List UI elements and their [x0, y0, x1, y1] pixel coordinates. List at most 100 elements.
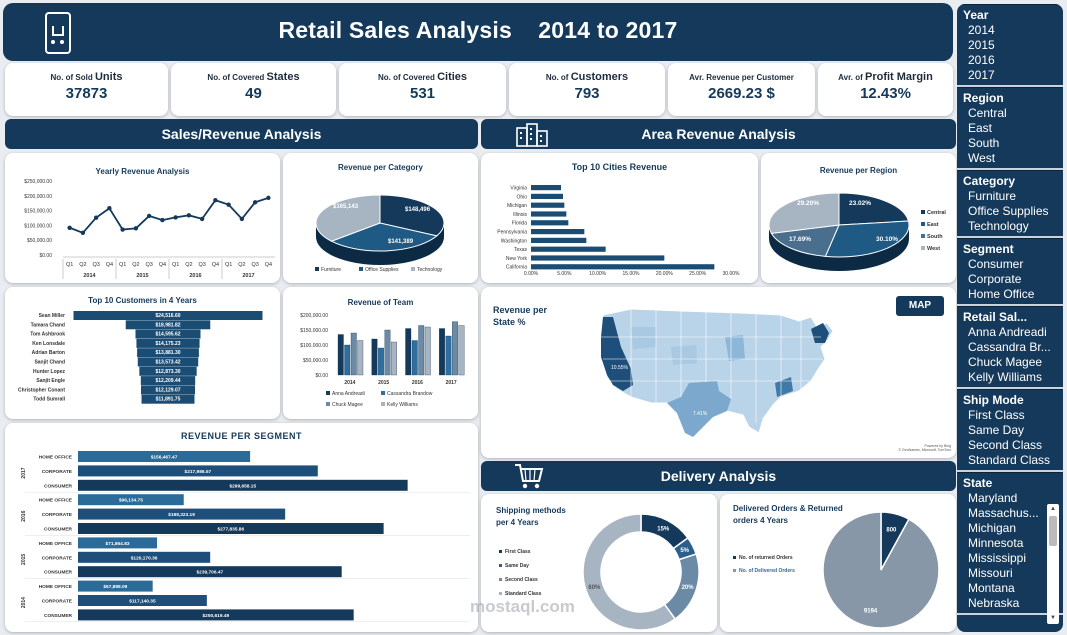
pie-slice — [315, 194, 381, 242]
map-label-california: 10.55% — [611, 365, 629, 371]
x-tick-label: 10.00% — [589, 271, 607, 277]
kpi-card-4: Avr. Revenue per Customer 2669.23 $ — [668, 63, 815, 116]
y-tick-label: $200,000.00 — [300, 313, 328, 319]
segment-data-label: $250,619.49 — [202, 613, 229, 619]
slicer-item[interactable]: West — [968, 151, 996, 165]
legend-entry: Chuck Magee — [332, 402, 363, 408]
legend-entry: Kelly Williams — [387, 402, 418, 408]
customer-name-label: Hunter Lopez — [33, 369, 65, 375]
slicer-item[interactable]: Cassandra Br... — [968, 340, 1051, 354]
customer-name-label: Tamara Chand — [31, 322, 65, 328]
city-bar — [531, 255, 665, 261]
year-label: 2015 — [136, 273, 148, 279]
state-slicer-scrollbar[interactable]: ▲ ▼ — [1047, 504, 1059, 624]
revenue-point — [107, 206, 112, 211]
slicer-item[interactable]: Anna Andreadi — [968, 325, 1047, 339]
customer-data-label: $18,981.82 — [155, 322, 180, 328]
slicer-item[interactable]: Central — [968, 106, 1007, 120]
year-label: 2016 — [189, 273, 201, 279]
page-title: Retail Sales Analysis 2014 to 2017 — [278, 17, 678, 43]
yearly-revenue-card: Yearly Revenue Analysis $250,000.00 $200,… — [5, 153, 280, 283]
segment-year-label: 2016 — [21, 510, 27, 521]
slicer-item[interactable]: First Class — [968, 408, 1025, 422]
slicer-item[interactable]: Home Office — [968, 287, 1035, 301]
slicer-item[interactable]: Second Class — [968, 438, 1043, 452]
section-delivery: Delivery Analysis — [481, 461, 956, 491]
segment-data-label: $299,658.15 — [229, 483, 256, 489]
slicer-item[interactable]: Office Supplies — [968, 204, 1049, 218]
pie-slice — [768, 192, 840, 234]
map-button[interactable]: MAP — [896, 296, 944, 316]
slicer-item[interactable]: South — [968, 136, 1000, 150]
segment-data-label: $117,140.35 — [129, 599, 156, 605]
city-bar — [531, 220, 569, 226]
legend-entry: Cassandra Brandow — [387, 391, 433, 397]
kpi-label: No. of Covered States — [207, 71, 300, 83]
kpi-value: 531 — [409, 85, 436, 102]
region-revenue-title: Revenue per Region — [819, 166, 898, 175]
customer-name-label: Christopher Conant — [18, 387, 65, 393]
slicer-item[interactable]: Consumer — [968, 257, 1024, 271]
slicer-title: Category — [957, 170, 1063, 189]
slicer-item[interactable]: 2016 — [968, 53, 995, 67]
slicer-title: Region — [957, 87, 1063, 106]
region-revenue-card: Revenue per Region 23.02% 30.10% 17.69% 29.… — [761, 153, 956, 283]
team-bar — [445, 335, 452, 376]
donut-data-label: 60% — [588, 585, 601, 591]
slicer-item[interactable]: Furniture — [968, 189, 1017, 203]
city-label: Michigan — [507, 203, 527, 209]
segment-label: CONSUMER — [44, 527, 73, 533]
slicer-item[interactable]: Corporate — [968, 272, 1022, 286]
kpi-card-3: No. of Customers 793 — [509, 63, 665, 116]
segment-bar — [78, 465, 318, 477]
quarter-label: Q4 — [265, 262, 272, 268]
city-label: Virginia — [510, 186, 527, 192]
slicer-item[interactable]: 2017 — [968, 68, 995, 82]
slicer-item[interactable]: Chuck Magee — [968, 355, 1043, 369]
segment-data-label: $67,888.09 — [103, 584, 127, 590]
slicer-title: Retail Sal... — [957, 306, 1063, 325]
slicer-retail-sal-: Retail Sal... Anna Andreadi Cassandra Br..… — [957, 306, 1063, 389]
legend-entry: Standard Class — [505, 591, 542, 597]
slicer-item[interactable]: Standard Class — [968, 453, 1051, 467]
city-label: Ohio — [516, 194, 527, 200]
x-tick-label: 20.00% — [656, 271, 674, 277]
x-tick-label: 2017 — [446, 380, 457, 386]
y-tick-label: $200,000.00 — [24, 194, 52, 200]
slicer-item[interactable]: 2015 — [968, 38, 995, 52]
slicer-item[interactable]: East — [968, 121, 993, 135]
team-bar — [350, 332, 357, 376]
legend-entry: Same Day — [505, 563, 529, 569]
slicer-title: Segment — [957, 238, 1063, 257]
y-tick-label: $0.00 — [39, 253, 52, 259]
city-bar — [531, 193, 563, 199]
legend-entry: Furniture — [321, 267, 341, 273]
slicer-item[interactable]: Technology — [968, 219, 1029, 233]
team-bar — [424, 326, 431, 376]
quarter-label: Q4 — [159, 262, 166, 268]
slicer-item[interactable]: Kelly Williams — [968, 370, 1043, 384]
quarter-label: Q3 — [145, 262, 152, 268]
segment-label: CORPORATE — [42, 469, 73, 475]
customer-data-label: $12,209.44 — [155, 378, 180, 384]
quarter-label: Q1 — [172, 262, 179, 268]
legend-entry: Second Class — [505, 577, 538, 583]
legend-entry: Office Supplies — [365, 267, 399, 273]
quarter-label: Q2 — [132, 262, 139, 268]
shipping-title: Shipping methods per 4 Years — [496, 506, 566, 527]
slicer-item[interactable]: Same Day — [968, 423, 1025, 437]
orders-data-label: 9194 — [864, 608, 878, 614]
slicer-region: Region Central East South West — [957, 87, 1063, 170]
year-label: 2014 — [83, 273, 96, 279]
pie-data-label: 23.02% — [849, 200, 871, 207]
slicer-item[interactable]: 2014 — [968, 23, 995, 37]
quarter-label: Q2 — [185, 262, 192, 268]
segment-label: CONSUMER — [44, 570, 73, 576]
category-pie-chart: $148,496 $141,389 $165,143 Furniture Office … — [315, 194, 445, 273]
kpi-label: No. of Customers — [545, 71, 629, 83]
segment-label: CORPORATE — [42, 512, 73, 518]
segment-data-label: $217,986.57 — [185, 469, 212, 475]
segment-data-label: $239,706.47 — [196, 570, 223, 576]
revenue-point — [266, 195, 271, 201]
customer-name-label: Sean Miller — [39, 313, 65, 319]
